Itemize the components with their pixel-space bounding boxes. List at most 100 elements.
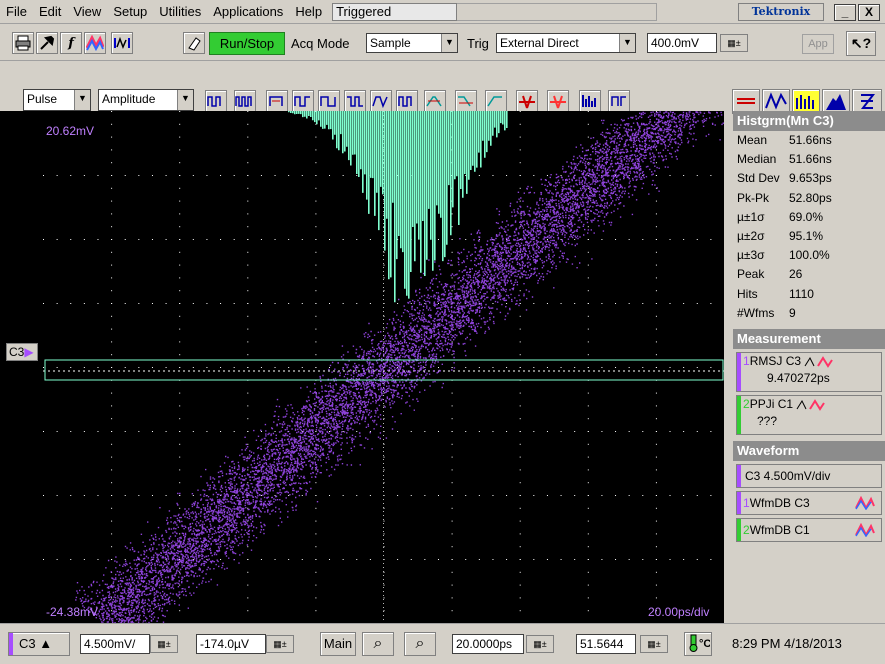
trigger-level-field[interactable]: 400.0mV (647, 33, 717, 53)
cursor-waveform-icon[interactable] (111, 32, 133, 54)
measurement-category-select[interactable]: Pulse ▼ (23, 89, 91, 111)
stat-value: 95.1% (789, 228, 824, 243)
status-bar: C3 ▲ 4.500mV/ ▦± -174.0µV ▦± Main ⌕ ⌕ 20… (0, 623, 885, 664)
horizontal-position-spinner[interactable]: ▦± (640, 635, 668, 653)
rise-fall-meas-icon[interactable] (370, 90, 392, 112)
meas-waveform-icon (796, 398, 826, 411)
zoom-out-icon[interactable]: ⌕ (404, 632, 436, 656)
menu-bar: File Edit View Setup Utilities Applicati… (0, 0, 885, 24)
delay-meas-icon[interactable] (485, 90, 507, 112)
measurement-type-select[interactable]: Amplitude ▼ (98, 89, 194, 111)
channel-marker-label: C3 (9, 345, 25, 359)
amplitude-meas-icon[interactable] (516, 90, 538, 112)
vertical-offset-spinner[interactable]: ▦± (266, 635, 294, 653)
trigger-source-select[interactable]: External Direct ▼ (496, 33, 636, 53)
stat-key: Hits (737, 286, 758, 301)
histogram-stat-row: µ±2σ 95.1% (733, 227, 885, 246)
main-toolbar: f Run/Stop Acq Mode Sample ▼ Trig Extern… (0, 25, 885, 61)
width-meas-icon[interactable] (266, 90, 288, 112)
horizontal-position-field[interactable]: 51.5644 (576, 634, 636, 654)
ramp-meas-icon[interactable] (424, 90, 446, 112)
waveform-slot-wfmdb-c1[interactable]: 2WfmDB C1 (736, 517, 882, 542)
timebase-main-button[interactable]: Main (320, 632, 356, 656)
math-function-icon[interactable]: f (60, 32, 82, 54)
color-waveform-icon[interactable] (84, 32, 106, 54)
stat-value: 52.80ps (789, 190, 832, 205)
menu-utilities[interactable]: Utilities (159, 3, 202, 19)
meas-waveform-icon (804, 355, 834, 368)
stat-key: Mean (737, 133, 768, 147)
frequency-meas-icon[interactable] (318, 90, 340, 112)
tools-icon[interactable] (36, 32, 58, 54)
duty-cycle-meas-icon[interactable] (344, 90, 366, 112)
measurement-slot-1[interactable]: 1RMSJ C3 9.470272ps (736, 351, 882, 392)
stat-value: 26 (789, 267, 803, 282)
histogram-meas-icon[interactable] (579, 90, 601, 112)
minimize-button[interactable]: _ (834, 4, 856, 21)
acq-mode-select[interactable]: Sample ▼ (366, 33, 458, 53)
histogram-stat-row: #Wfms 9 (733, 304, 885, 323)
jitter-meas-icon[interactable] (608, 90, 630, 112)
slot-color-bar (737, 395, 741, 434)
channel-marker[interactable]: C3▶ (6, 343, 38, 361)
menu-applications[interactable]: Applications (213, 3, 284, 19)
status-spacer (457, 2, 658, 21)
stat-value: 9.653ps (789, 171, 832, 186)
vertical-scale-field[interactable]: 4.500mV/ (80, 634, 150, 654)
chevron-down-icon: ▼ (441, 34, 457, 52)
run-stop-button[interactable]: Run/Stop (209, 32, 285, 55)
stat-key: µ±1σ (737, 209, 765, 224)
waveform-trace (75, 111, 724, 623)
pulse-meas-icon[interactable] (205, 90, 227, 112)
slot-number: 1 (743, 495, 750, 510)
slot-color-bar (737, 464, 741, 487)
context-help-button[interactable]: ↖? (846, 31, 876, 56)
top-voltage-label: 20.62mV (46, 124, 95, 138)
menu-help[interactable]: Help (295, 3, 323, 19)
slot-color-bar (737, 491, 741, 514)
measurement-type-value: Amplitude (102, 92, 156, 106)
overshoot-meas-icon[interactable] (396, 90, 418, 112)
stat-value: 69.0% (789, 209, 824, 224)
histogram-window-box[interactable] (44, 359, 724, 381)
horizontal-scale-field[interactable]: 20.0000ps (452, 634, 524, 654)
menu-view[interactable]: View (73, 3, 102, 19)
slope-meas-icon[interactable] (455, 90, 477, 112)
stat-key: #Wfms (737, 305, 775, 320)
trigger-level-spinner[interactable]: ▦± (720, 34, 748, 52)
burst-meas-icon[interactable] (234, 90, 256, 112)
meas-name: PPJi (749, 396, 775, 411)
measurement-slot-2[interactable]: 2PPJi C1 ??? (736, 394, 882, 435)
histogram-trace (288, 111, 508, 303)
print-icon[interactable] (12, 32, 34, 54)
waveform-display[interactable]: 20.62mV -24.38mV 20.00ps/div (43, 111, 724, 623)
chevron-down-icon: ▼ (74, 90, 90, 110)
slot-color-bar (737, 518, 741, 541)
waveform-slot-wfmdb-c3[interactable]: 1WfmDB C3 (736, 490, 882, 515)
peak-meas-icon[interactable] (547, 90, 569, 112)
clock-display: 8:29 PM 4/18/2013 (732, 636, 842, 651)
menu-edit[interactable]: Edit (38, 3, 62, 19)
trig-label: Trig (467, 36, 489, 51)
temperature-icon[interactable]: °C (684, 632, 712, 656)
eraser-icon[interactable] (183, 32, 205, 54)
trigger-source-value: External Direct (500, 36, 579, 50)
channel-color-bar (9, 633, 13, 655)
help-glyph: ? (862, 35, 872, 51)
app-button[interactable]: App (802, 34, 834, 54)
stat-key: Peak (737, 267, 765, 282)
vertical-scale-spinner[interactable]: ▦± (150, 635, 178, 653)
waveform-slot-c3-scale[interactable]: C3 4.500mV/div (736, 463, 882, 488)
horizontal-scale-spinner[interactable]: ▦± (526, 635, 554, 653)
meas-source: C3 (785, 353, 802, 368)
mask-panel-icon[interactable] (822, 89, 850, 114)
channel-select-button[interactable]: C3 ▲ (8, 632, 70, 656)
vertical-offset-field[interactable]: -174.0µV (196, 634, 266, 654)
zoom-in-icon[interactable]: ⌕ (362, 632, 394, 656)
menu-file[interactable]: File (6, 3, 27, 19)
close-button[interactable]: X (858, 4, 880, 21)
measurement-toolbar: Pulse ▼ Amplitude ▼ (0, 62, 885, 114)
menu-setup[interactable]: Setup (113, 3, 148, 19)
histogram-stat-row: Std Dev 9.653ps (733, 169, 885, 188)
period-meas-icon[interactable] (292, 90, 314, 112)
